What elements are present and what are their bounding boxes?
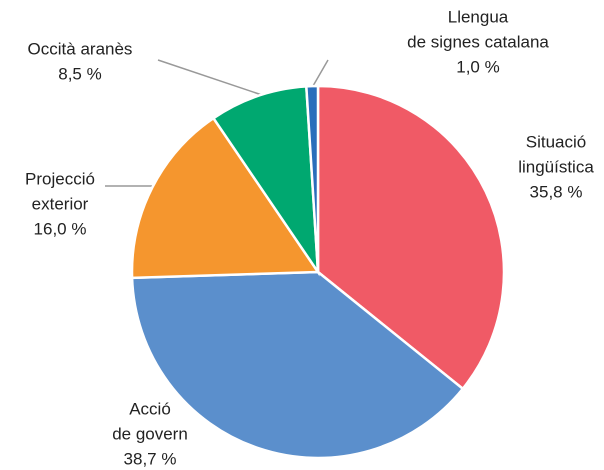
value-label: 38,7 % — [124, 449, 177, 468]
pie-slice — [316, 84, 506, 391]
value-label: 1,0 % — [456, 57, 499, 76]
pie-slice — [304, 84, 320, 273]
leader-line — [157, 59, 263, 96]
pie-slice — [130, 116, 321, 280]
slice-label: lingüística — [518, 157, 594, 176]
slice-label: Occità aranès — [28, 39, 133, 58]
slice-label: exterior — [32, 194, 89, 213]
slice-label: de govern — [112, 424, 188, 443]
slice-label: Projecció — [25, 169, 95, 188]
slice-label: Llengua — [448, 7, 509, 26]
value-label: 16,0 % — [34, 219, 87, 238]
value-label: 8,5 % — [58, 64, 101, 83]
slice-label: Acció — [129, 399, 171, 418]
slice-label: Situació — [526, 132, 586, 151]
value-label: 35,8 % — [530, 182, 583, 201]
pie-slice — [130, 270, 465, 460]
pie-slice — [211, 85, 320, 277]
slice-label: de signes catalana — [407, 32, 549, 51]
leader-line — [312, 59, 329, 87]
